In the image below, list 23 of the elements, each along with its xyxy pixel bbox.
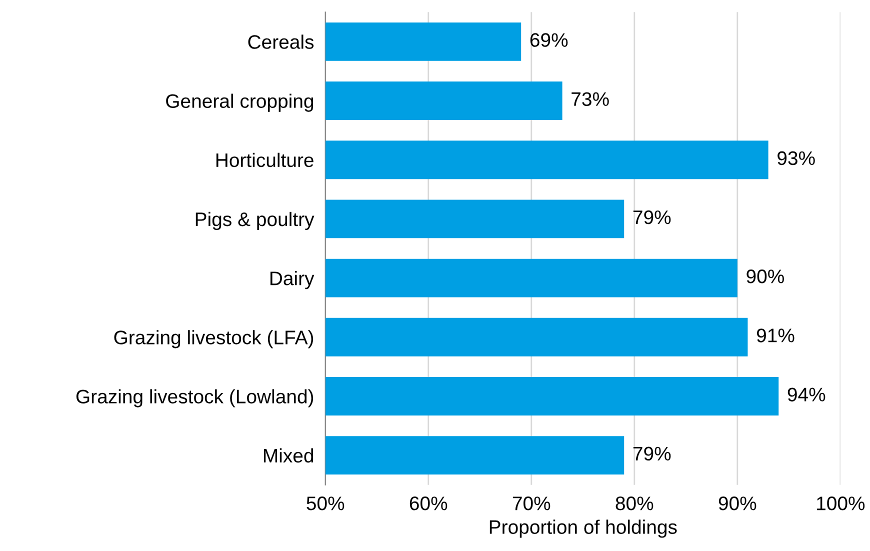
y-tick-label: Grazing livestock (LFA) <box>114 330 314 348</box>
y-tick-label: Grazing livestock (Lowland) <box>76 389 314 408</box>
x-tick-label: 80% <box>616 496 654 510</box>
y-tick-label: Pigs & poultry <box>196 212 314 230</box>
y-tick-label: Cereals <box>248 34 314 49</box>
y-tick-label: Horticulture <box>216 152 314 168</box>
x-tick-label: 90% <box>718 496 756 510</box>
y-tick-label: Mixed <box>264 448 314 463</box>
data-label: 69% <box>530 33 568 47</box>
data-label: 79% <box>633 210 671 224</box>
x-axis-title: Proportion of holdings <box>490 520 677 538</box>
data-label: 91% <box>756 328 794 342</box>
data-label: 94% <box>788 388 826 402</box>
data-label: 93% <box>778 151 815 166</box>
y-tick-label: General cropping <box>166 94 314 112</box>
data-label: 73% <box>572 92 609 106</box>
x-tick-label: 70% <box>512 496 550 510</box>
x-tick-label: 50% <box>306 496 344 510</box>
y-tick-label: Dairy <box>270 271 314 290</box>
data-label: 90% <box>746 270 784 284</box>
data-label: 79% <box>633 446 671 461</box>
x-tick-label: 100% <box>817 496 865 510</box>
x-tick-label: 60% <box>410 496 448 510</box>
